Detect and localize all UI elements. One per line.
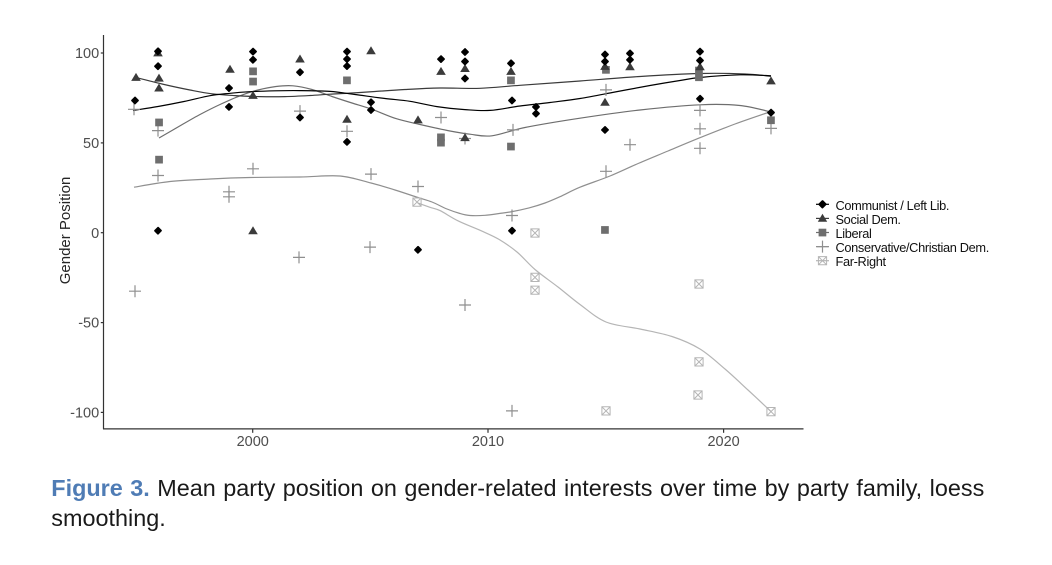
svg-text:Conservative/Christian Dem.: Conservative/Christian Dem.	[836, 240, 989, 255]
svg-text:50: 50	[83, 136, 99, 152]
svg-text:0: 0	[91, 226, 99, 242]
svg-text:2010: 2010	[472, 434, 504, 450]
svg-text:Social Dem.: Social Dem.	[836, 212, 901, 227]
svg-text:Gender Position: Gender Position	[57, 177, 74, 285]
svg-text:Liberal: Liberal	[836, 226, 872, 241]
svg-text:-100: -100	[70, 406, 99, 422]
svg-text:Far-Right: Far-Right	[836, 254, 887, 269]
svg-text:-50: -50	[78, 316, 99, 332]
svg-text:2020: 2020	[707, 434, 739, 450]
svg-text:Communist / Left Lib.: Communist / Left Lib.	[836, 198, 950, 213]
svg-text:100: 100	[75, 46, 99, 62]
svg-text:2000: 2000	[237, 434, 269, 450]
